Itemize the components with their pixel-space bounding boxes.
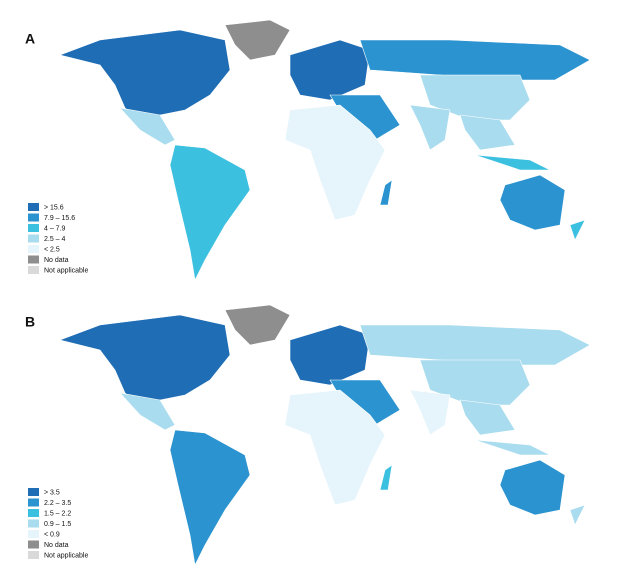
legend-label: 7.9 – 15.6 — [44, 215, 75, 222]
legend-label: 1.5 – 2.2 — [44, 510, 71, 517]
southeast-asia — [459, 114, 516, 151]
legend-label: > 15.6 — [44, 204, 64, 211]
legend-swatch — [28, 551, 39, 559]
legend-swatch — [28, 255, 39, 264]
legend-swatch — [28, 519, 39, 528]
europe — [289, 39, 371, 101]
panel-label: A — [25, 31, 35, 47]
new-zealand — [569, 219, 586, 241]
legend-label: 2.2 – 3.5 — [44, 500, 71, 507]
map-panel: B > 3.5 2.2 – 3.5 1.5 – 2.2 0.9 – 1.5 < 0.9 N… — [25, 304, 591, 566]
legend-label: No data — [44, 257, 69, 264]
legend-label: 4 – 7.9 — [44, 225, 66, 232]
east-asia — [419, 359, 531, 406]
legend-label: 0.9 – 1.5 — [44, 521, 71, 528]
central-america — [119, 392, 176, 431]
indonesia — [474, 439, 551, 456]
legend-swatch — [28, 213, 39, 222]
south-asia — [409, 104, 451, 151]
greenland — [224, 19, 291, 61]
madagascar — [379, 464, 393, 491]
legend-swatch — [28, 203, 39, 211]
legend-label: 2.5 – 4 — [44, 236, 66, 243]
legend-label: > 3.5 — [44, 489, 60, 496]
legend-label: Not applicable — [44, 267, 88, 274]
legend-swatch — [28, 509, 39, 517]
legend-swatch — [28, 498, 39, 507]
legend-swatch — [28, 224, 39, 232]
legend-label: No data — [44, 542, 69, 549]
legend-label: < 2.5 — [44, 246, 60, 253]
southeast-asia — [459, 399, 516, 436]
central-america — [119, 107, 176, 146]
legend-label: < 0.9 — [44, 531, 60, 538]
north-asia — [359, 324, 591, 366]
legend-swatch — [28, 488, 39, 496]
legend-swatch — [28, 530, 39, 538]
africa — [284, 104, 386, 221]
map-panel: A > 15.6 7.9 – 15.6 4 – 7.9 2.5 – 4 < 2.5 No … — [25, 19, 591, 281]
madagascar — [379, 179, 393, 206]
australia — [499, 174, 566, 231]
legend-swatch — [28, 540, 39, 549]
indonesia — [474, 154, 551, 171]
europe — [289, 324, 371, 386]
legend-swatch — [28, 234, 39, 243]
south-america — [169, 429, 251, 566]
south-asia — [409, 389, 451, 436]
legend-label: Not applicable — [44, 552, 88, 559]
east-asia — [419, 74, 531, 121]
north-america — [58, 314, 231, 406]
australia — [499, 459, 566, 516]
new-zealand — [569, 504, 586, 526]
legend-swatch — [28, 245, 39, 253]
south-america — [169, 144, 251, 281]
north-america — [58, 29, 231, 121]
legend-swatch — [28, 266, 39, 274]
panel-label: B — [25, 314, 35, 330]
africa — [284, 389, 386, 506]
north-asia — [359, 39, 591, 81]
greenland — [224, 304, 291, 346]
